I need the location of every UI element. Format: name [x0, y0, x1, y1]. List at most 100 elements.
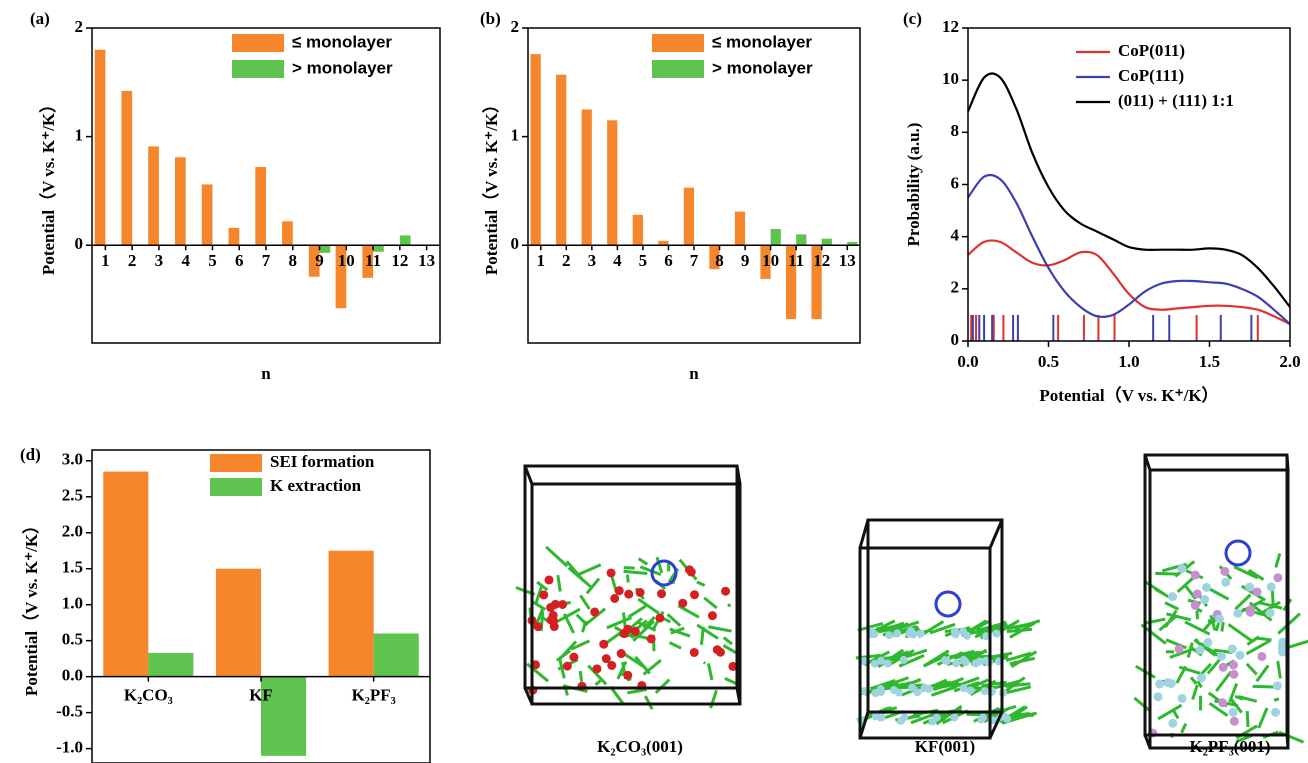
x-tick-label: 0.5	[1038, 352, 1059, 371]
atom	[1196, 645, 1205, 654]
y-axis-title: Probability (a.u.)	[904, 123, 923, 247]
bond	[656, 680, 670, 693]
x-tick-label: 12	[391, 251, 408, 270]
atom	[1219, 663, 1228, 672]
x-tick-label: 4	[613, 251, 622, 270]
atom	[1200, 595, 1209, 604]
bar	[556, 75, 566, 246]
y-tick-label: 2.5	[62, 486, 83, 505]
bar	[771, 229, 781, 245]
atom	[569, 653, 578, 662]
x-tick-label: 9	[741, 251, 750, 270]
bond	[701, 627, 703, 645]
y-tick-label: 12	[942, 17, 959, 36]
x-tick-label: 1.5	[1199, 352, 1220, 371]
atom	[1228, 644, 1237, 653]
y-axis-title: Potential（V vs. K⁺/K）	[481, 96, 501, 275]
bond	[1276, 553, 1280, 567]
atom	[908, 684, 916, 692]
atom	[1003, 715, 1011, 723]
x-axis-title: n	[689, 364, 699, 383]
atom	[1202, 583, 1211, 592]
x-tick-label: 7	[690, 251, 699, 270]
atom	[617, 649, 626, 658]
legend-label: (011) + (111) 1:1	[1118, 91, 1234, 110]
atom	[544, 575, 553, 584]
bond	[596, 681, 601, 685]
bar	[148, 146, 159, 245]
atom	[960, 684, 968, 692]
y-tick-label: 1	[75, 126, 84, 145]
atom	[708, 611, 717, 620]
crystal-structure	[516, 466, 740, 709]
bond	[624, 571, 648, 573]
atom	[551, 600, 560, 609]
bond	[1188, 643, 1192, 658]
atom	[1229, 708, 1238, 717]
bond	[725, 678, 737, 684]
bond	[1230, 684, 1237, 702]
cell-edge	[1287, 735, 1288, 748]
bar	[121, 91, 132, 245]
atom	[610, 594, 619, 603]
atom	[1197, 673, 1206, 682]
bond	[1222, 622, 1223, 631]
structure-label: KF(001)	[915, 737, 975, 756]
x-tick-label: 2.0	[1279, 352, 1300, 371]
panel-label: (a)	[30, 9, 50, 28]
bond	[1182, 724, 1186, 733]
bond	[558, 575, 560, 591]
atom	[1230, 717, 1239, 726]
x-tick-label: 10	[338, 251, 355, 270]
atom	[599, 640, 608, 649]
x-tick-label: 8	[289, 251, 298, 270]
x-axis-title: Potential（V vs. K⁺/K）	[1039, 385, 1218, 405]
x-tick-label: 7	[262, 251, 271, 270]
structure-label: K₂PF₃(001)	[1189, 737, 1270, 756]
bar	[229, 228, 240, 245]
bond	[1197, 611, 1198, 619]
legend-label: CoP(111)	[1118, 66, 1184, 85]
bond	[1229, 624, 1254, 641]
bond	[1134, 698, 1150, 711]
atom	[563, 662, 572, 671]
y-tick-label: 1	[511, 126, 520, 145]
legend-label: SEI formation	[270, 452, 375, 471]
y-tick-label: 4	[951, 226, 960, 245]
bond	[1144, 619, 1166, 623]
bond	[724, 638, 732, 645]
atom	[1155, 679, 1164, 688]
atom	[590, 607, 599, 616]
panel-label: (d)	[20, 445, 41, 464]
y-tick-label: -0.5	[56, 702, 83, 721]
atom	[690, 590, 699, 599]
atom	[909, 630, 917, 638]
bond	[697, 582, 705, 585]
x-tick-label: 5	[208, 251, 217, 270]
atom	[1273, 573, 1282, 582]
atom	[1154, 692, 1163, 701]
x-tick-label: 11	[788, 251, 804, 270]
cell-edge	[990, 520, 1002, 548]
atom	[893, 629, 901, 637]
x-tick-label: 1	[101, 251, 110, 270]
x-tick-label: 10	[762, 251, 779, 270]
legend-label: CoP(011)	[1118, 41, 1185, 60]
bar	[175, 157, 186, 245]
atom	[1245, 583, 1254, 592]
atom	[1203, 638, 1212, 647]
legend-swatch	[652, 60, 704, 78]
atom	[1266, 608, 1275, 617]
line-series	[968, 175, 1290, 324]
atom	[647, 634, 656, 643]
x-tick-label: 4	[181, 251, 190, 270]
bond	[567, 561, 584, 581]
atom	[1193, 589, 1202, 598]
y-tick-label: 2	[75, 17, 84, 36]
atom	[1233, 609, 1242, 618]
y-axis-title: Potential（V vs. K⁺/K）	[38, 96, 58, 275]
bond	[639, 559, 648, 565]
atom	[992, 630, 1000, 638]
bond	[704, 662, 705, 663]
atom	[895, 689, 903, 697]
